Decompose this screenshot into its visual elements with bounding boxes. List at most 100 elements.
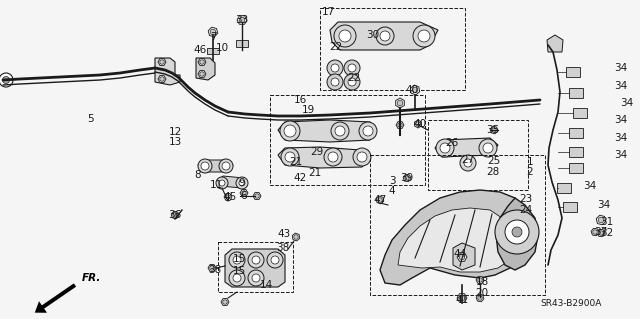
Circle shape: [331, 122, 349, 140]
Text: 15: 15: [232, 266, 246, 276]
Text: 30: 30: [367, 30, 380, 40]
Polygon shape: [597, 230, 605, 236]
Circle shape: [380, 31, 390, 41]
Polygon shape: [224, 194, 232, 200]
Circle shape: [200, 72, 204, 76]
Bar: [557, 183, 571, 193]
Circle shape: [464, 159, 472, 167]
Text: 6: 6: [241, 191, 247, 201]
Text: 24: 24: [520, 205, 532, 215]
Circle shape: [348, 64, 356, 72]
Circle shape: [599, 231, 604, 235]
Circle shape: [397, 100, 403, 106]
Circle shape: [398, 123, 402, 127]
Circle shape: [512, 227, 522, 237]
Bar: [320, 8, 465, 90]
Circle shape: [252, 256, 260, 264]
Circle shape: [376, 27, 394, 45]
Polygon shape: [221, 299, 229, 306]
Circle shape: [229, 270, 245, 286]
Circle shape: [353, 148, 371, 166]
Text: 34: 34: [614, 63, 628, 73]
Circle shape: [436, 139, 454, 157]
Circle shape: [460, 155, 476, 171]
Text: FR.: FR.: [82, 273, 101, 283]
Text: 27: 27: [461, 155, 475, 165]
Polygon shape: [240, 189, 248, 197]
Circle shape: [223, 300, 227, 304]
Circle shape: [505, 220, 529, 244]
Bar: [236, 40, 248, 47]
Polygon shape: [415, 120, 422, 128]
Circle shape: [478, 278, 482, 282]
Polygon shape: [198, 70, 206, 78]
Circle shape: [331, 64, 339, 72]
Text: 47: 47: [373, 195, 387, 205]
Polygon shape: [398, 208, 516, 272]
Circle shape: [495, 210, 539, 254]
Circle shape: [0, 73, 13, 87]
Circle shape: [160, 77, 164, 81]
Bar: [566, 67, 580, 77]
Circle shape: [378, 198, 382, 202]
Text: 41: 41: [456, 295, 468, 305]
Polygon shape: [237, 16, 247, 24]
Bar: [218, 242, 293, 292]
Text: 1: 1: [527, 157, 533, 167]
Circle shape: [242, 191, 246, 195]
Text: SR43-B2900A: SR43-B2900A: [540, 300, 602, 308]
Text: 22: 22: [348, 73, 360, 83]
Polygon shape: [158, 76, 166, 83]
Text: 21: 21: [308, 168, 322, 178]
Text: 9: 9: [239, 178, 245, 188]
Circle shape: [216, 177, 228, 189]
Text: 13: 13: [168, 137, 182, 147]
Polygon shape: [496, 198, 538, 270]
Text: 3: 3: [388, 176, 396, 186]
Circle shape: [359, 122, 377, 140]
Circle shape: [294, 235, 298, 239]
Polygon shape: [225, 249, 285, 287]
Polygon shape: [396, 98, 404, 108]
Text: 38: 38: [276, 243, 290, 253]
Text: 28: 28: [486, 167, 500, 177]
Circle shape: [598, 217, 604, 223]
Circle shape: [412, 87, 418, 93]
Text: 23: 23: [520, 194, 532, 204]
Polygon shape: [457, 294, 467, 302]
Circle shape: [344, 74, 360, 90]
Text: 14: 14: [259, 280, 273, 290]
Text: 32: 32: [600, 228, 614, 238]
Circle shape: [416, 122, 420, 126]
Polygon shape: [476, 294, 484, 302]
Circle shape: [248, 252, 264, 268]
Circle shape: [248, 270, 264, 286]
Circle shape: [460, 254, 465, 260]
Polygon shape: [208, 27, 218, 37]
Text: 21: 21: [289, 157, 303, 167]
Circle shape: [324, 148, 342, 166]
Circle shape: [219, 159, 233, 173]
Text: 2: 2: [527, 167, 533, 177]
Circle shape: [339, 30, 351, 42]
Polygon shape: [453, 243, 475, 270]
Bar: [573, 108, 587, 118]
Circle shape: [255, 194, 259, 198]
Text: 19: 19: [301, 105, 315, 115]
Polygon shape: [396, 122, 404, 129]
Text: 34: 34: [620, 98, 634, 108]
Text: 33: 33: [236, 15, 248, 25]
Circle shape: [236, 177, 248, 189]
Circle shape: [418, 30, 430, 42]
Circle shape: [160, 60, 164, 64]
Polygon shape: [435, 138, 498, 157]
Circle shape: [285, 152, 295, 162]
Text: 34: 34: [614, 81, 628, 91]
Circle shape: [229, 252, 245, 268]
Bar: [563, 202, 577, 212]
Circle shape: [281, 148, 299, 166]
Text: 26: 26: [445, 138, 459, 148]
Circle shape: [363, 126, 373, 136]
Circle shape: [201, 162, 209, 170]
Polygon shape: [476, 277, 484, 284]
